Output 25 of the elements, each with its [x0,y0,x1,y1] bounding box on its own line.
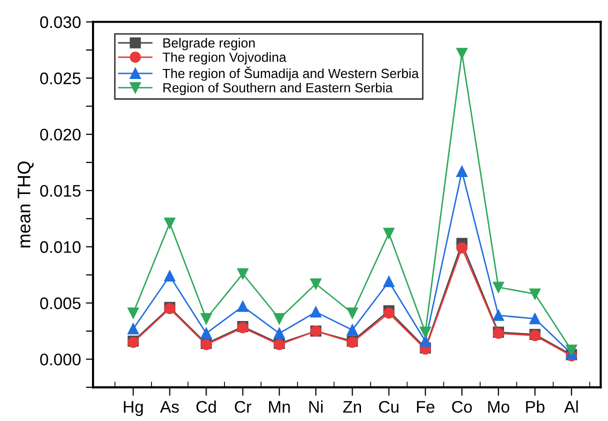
y-tick-label: 0.025 [40,72,81,84]
y-tick-label: 0.005 [40,297,81,310]
legend-label: The region Vojvodina [162,52,286,65]
x-tick-label: Co [452,400,472,413]
x-tick-label: Pb [526,400,544,413]
legend-label: Region of Southern and Eastern Serbia [163,82,393,96]
x-tick-label: Mo [488,401,510,413]
y-tick-label: 0.015 [40,184,81,197]
x-tick-label: Hg [124,401,143,416]
x-tick-label: Fe [417,401,434,413]
legend-label: Belgrade region [163,38,255,50]
y-axis-title: mean THQ [18,161,34,248]
legend-label: The region of Šumadija and Western Serbia [162,66,419,81]
x-tick-label: Cr [234,400,252,413]
x-tick-label: Cu [379,400,398,413]
x-tick-label: Mn [269,401,290,413]
y-tick-label: 0.030 [40,16,81,28]
x-tick-label: Zn [343,401,361,413]
x-tick-label: Al [564,400,578,413]
x-tick-label: Cd [196,400,216,413]
y-tick-label: 0.010 [40,241,81,253]
x-tick-label: Ni [309,400,323,413]
y-tick-label: 0.000 [40,354,81,366]
x-tick-label: As [160,401,179,413]
y-tick-label: 0.020 [40,128,81,141]
